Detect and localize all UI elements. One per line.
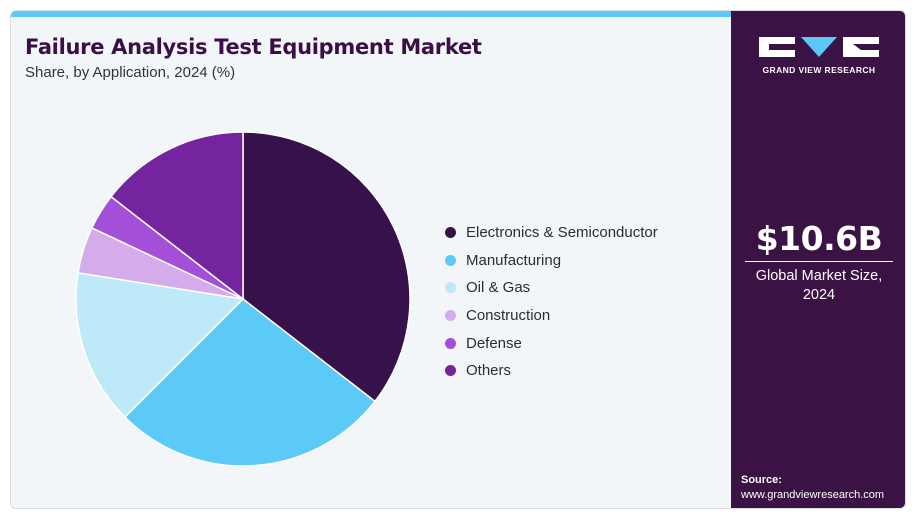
legend-swatch: [445, 365, 456, 377]
legend-label: Construction: [466, 307, 551, 325]
logo-text: GRAND VIEW RESEARCH: [762, 65, 876, 75]
market-label-line1: Global Market Size,: [755, 268, 883, 284]
pie-slice-oil-gas: [75, 272, 245, 419]
legend-item: Oil & Gas: [445, 274, 658, 302]
market-size-label: Global Market Size, 2024: [731, 267, 905, 305]
logo-shapes-icon: [759, 37, 879, 57]
legend-swatch: [445, 282, 456, 294]
pie-chart: [75, 131, 411, 467]
source-link[interactable]: www.grandviewresearch.com: [741, 489, 885, 501]
legend-swatch: [445, 227, 456, 239]
pie-slice-manufacturing: [123, 298, 377, 467]
logo-mark-icon: [757, 35, 881, 59]
legend-item: Construction: [445, 302, 658, 330]
pie-slice-electronics-semiconductor: [242, 131, 411, 403]
market-label-line2: 2024: [802, 287, 836, 303]
chart-legend: Electronics & Semiconductor Manufacturing…: [445, 219, 658, 385]
legend-label: Defense: [466, 334, 522, 352]
legend-swatch: [445, 254, 456, 266]
legend-swatch: [445, 310, 456, 322]
legend-swatch: [445, 337, 456, 349]
legend-item: Defense: [445, 329, 658, 357]
legend-label: Manufacturing: [466, 251, 562, 269]
chart-area: Failure Analysis Test Equipment Market S…: [11, 11, 731, 508]
chart-card: Failure Analysis Test Equipment Market S…: [10, 10, 906, 509]
legend-item: Manufacturing: [445, 247, 658, 275]
chart-subtitle: Share, by Application, 2024 (%): [25, 64, 236, 81]
accent-bar: [11, 11, 731, 17]
market-size-value: $10.6B: [755, 219, 883, 258]
pie-slice-others: [109, 131, 244, 301]
legend-item: Others: [445, 357, 658, 385]
source-title: Source:: [741, 474, 782, 486]
legend-label: Oil & Gas: [466, 279, 531, 297]
legend-label: Electronics & Semiconductor: [466, 224, 658, 242]
divider: [745, 261, 893, 262]
info-sidebar: GRAND VIEW RESEARCH $10.6B Global Market…: [731, 11, 905, 508]
legend-label: Others: [466, 362, 512, 380]
chart-title: Failure Analysis Test Equipment Market: [25, 35, 482, 59]
brand-logo: GRAND VIEW RESEARCH: [757, 35, 881, 85]
legend-item: Electronics & Semiconductor: [445, 219, 658, 247]
